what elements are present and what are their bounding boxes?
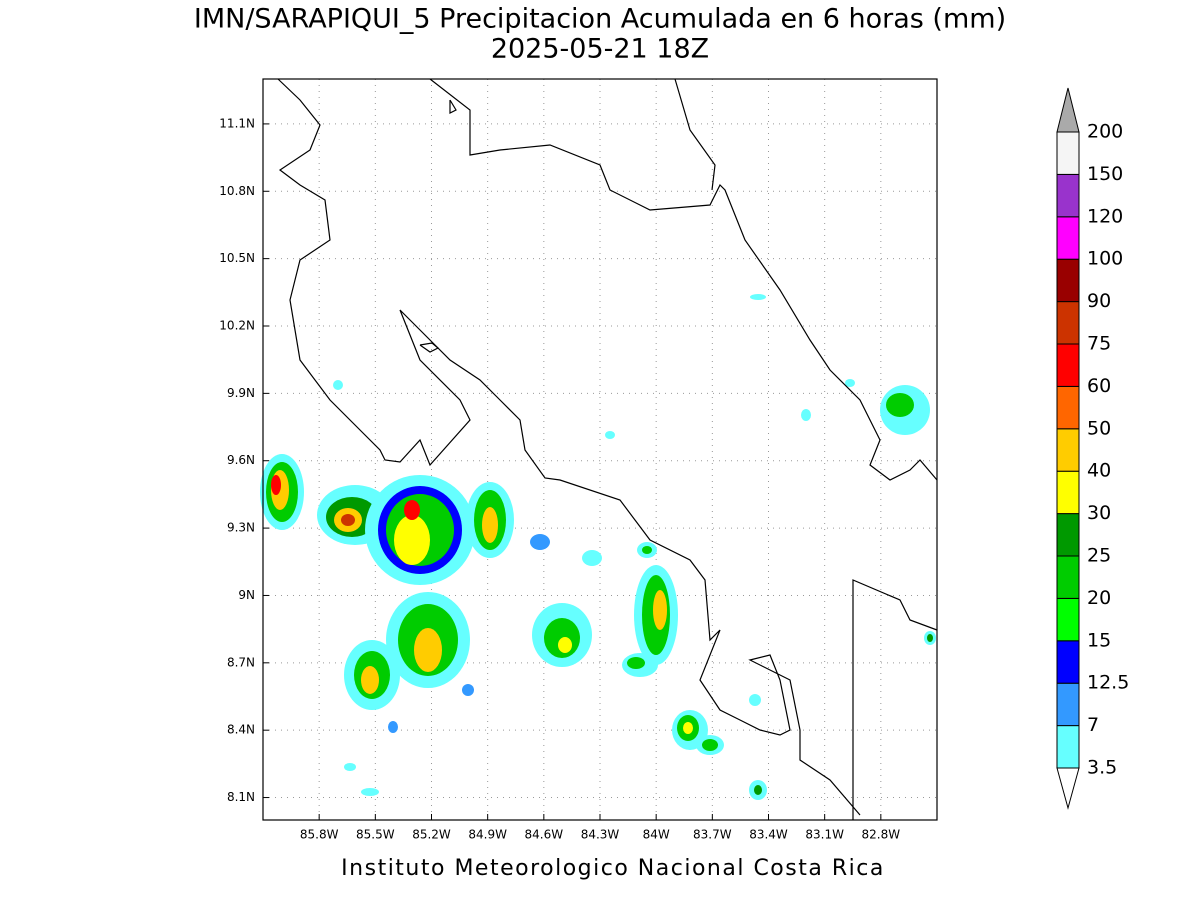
y-tick-label: 9.3N — [227, 521, 255, 535]
y-tick-label: 11.1N — [219, 116, 255, 130]
colorbar-label: 25 — [1087, 545, 1111, 567]
x-tick-label: 84.3W — [581, 828, 620, 842]
x-tick-label: 83.1W — [805, 828, 844, 842]
x-tick-label: 84.6W — [525, 828, 564, 842]
axes: 85.8W 85.5W 85.2W 84.9W 84.6W 84.3W 84W 83.7W 83… — [219, 116, 900, 841]
coastline — [277, 78, 938, 820]
x-tick-label: 85.2W — [412, 828, 451, 842]
colorbar-segment — [1056, 131, 1080, 175]
colorbar-segment — [1056, 216, 1080, 260]
colorbar-over — [1056, 87, 1080, 133]
colorbar-label: 200 — [1087, 121, 1123, 143]
colorbar-label: 60 — [1087, 375, 1111, 397]
y-tick-label: 8.7N — [227, 655, 255, 669]
colorbar-label: 15 — [1087, 629, 1111, 651]
colorbar-segment — [1056, 301, 1080, 345]
x-tick-label: 83.4W — [749, 828, 788, 842]
colorbar-label: 100 — [1087, 248, 1123, 270]
colorbar-segment — [1056, 470, 1080, 515]
x-tick-label: 84W — [643, 828, 670, 842]
colorbar-label: 50 — [1087, 417, 1111, 439]
y-tick-label: 9N — [238, 588, 255, 602]
colorbar-segment — [1056, 640, 1080, 684]
title: IMN/SARAPIQUI_5 Precipitacion Acumulada … — [194, 4, 1006, 35]
y-tick-label: 10.8N — [219, 184, 255, 198]
colorbar-segment — [1056, 513, 1080, 557]
colorbar-label: 3.5 — [1087, 757, 1117, 779]
map-frame — [262, 78, 938, 821]
colorbar-label: 75 — [1087, 333, 1111, 355]
colorbar-segment — [1056, 258, 1080, 303]
colorbar-label: 12.5 — [1087, 672, 1129, 694]
y-tick-label: 9.9N — [227, 386, 255, 400]
subtitle: 2025-05-21 18Z — [491, 34, 709, 65]
colorbar-segment — [1056, 173, 1080, 218]
colorbar-label: 30 — [1087, 502, 1111, 524]
colorbar-segment — [1056, 385, 1080, 430]
colorbar-segment — [1056, 428, 1080, 472]
x-tick-label: 83.7W — [693, 828, 732, 842]
colorbar-label: 90 — [1087, 290, 1111, 312]
grid — [263, 79, 937, 820]
colorbar-label: 40 — [1087, 460, 1111, 482]
colorbar-segment — [1056, 682, 1080, 727]
y-tick-label: 10.2N — [219, 319, 255, 333]
colorbar-segment — [1056, 597, 1080, 642]
x-tick-label: 82.8W — [862, 828, 901, 842]
x-tick-label: 84.9W — [468, 828, 507, 842]
precipitation-field — [260, 294, 936, 800]
colorbar-segment — [1056, 343, 1080, 387]
x-tick-label: 85.5W — [356, 828, 395, 842]
colorbar: 3.5 7 12.5 15 20 25 30 40 50 60 75 90 100 120 150 200 — [1056, 87, 1129, 810]
colorbar-label: 120 — [1087, 205, 1123, 227]
y-tick-label: 8.1N — [227, 790, 255, 804]
y-tick-label: 10.5N — [219, 251, 255, 265]
x-tick-label: 85.8W — [300, 828, 339, 842]
colorbar-segment — [1056, 725, 1080, 769]
colorbar-label: 150 — [1087, 163, 1123, 185]
y-tick-label: 9.6N — [227, 453, 255, 467]
footer: Instituto Meteorologico Nacional Costa R… — [341, 856, 885, 881]
colorbar-segment — [1056, 555, 1080, 599]
colorbar-label: 20 — [1087, 587, 1111, 609]
colorbar-under — [1056, 767, 1080, 810]
y-tick-label: 8.4N — [227, 723, 255, 737]
colorbar-label: 7 — [1087, 714, 1099, 736]
